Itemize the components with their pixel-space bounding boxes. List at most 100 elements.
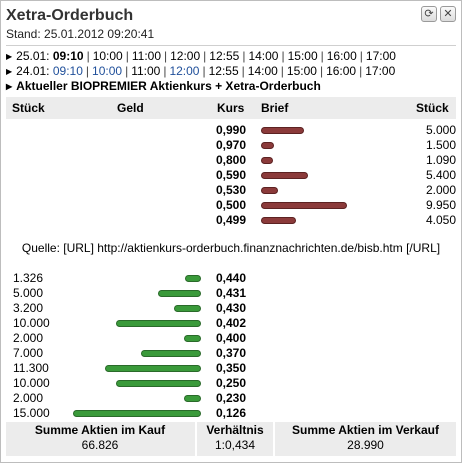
ask-kurs: 0,970 <box>215 138 246 152</box>
widget-title: Xetra-Orderbuch <box>6 7 134 24</box>
bid-kurs: 0,370 <box>215 346 246 360</box>
triangle-right-icon: ▶ <box>6 82 13 91</box>
ask-stueck: 2.000 <box>425 183 456 197</box>
subheading-text: Aktueller BIOPREMIER Aktienkurs + Xetra-… <box>16 79 321 93</box>
bid-kurs: 0,430 <box>215 301 246 315</box>
time-link[interactable]: 17:00 <box>365 49 396 63</box>
day-row-24-01: ▶ 24.01: 09:10 | 10:00 | 11:00 | 12:00 | 12:55 | 14… <box>6 64 456 78</box>
ask-stueck: 5.000 <box>425 123 456 137</box>
bid-kurs: 0,350 <box>215 361 246 375</box>
time-link[interactable]: 12:55 <box>208 64 239 78</box>
header-kurs: Kurs <box>217 101 245 115</box>
bid-kurs: 0,402 <box>215 316 246 330</box>
time-separator: | <box>125 49 129 63</box>
divider <box>195 422 197 456</box>
refresh-icon[interactable]: ⟳ <box>421 6 437 22</box>
ask-stueck: 4.050 <box>425 213 456 227</box>
time-link[interactable]: 12:00 <box>169 64 200 78</box>
summary-sell: Summe Aktien im Verkauf 28.990 <box>275 422 456 452</box>
bid-volume-bar <box>185 275 201 282</box>
summary-buy-value: 66.826 <box>81 438 119 452</box>
bid-stueck: 5.000 <box>13 286 44 300</box>
bid-volume-bar <box>158 290 201 297</box>
table-header: Stück Geld Kurs Brief Stück <box>6 97 456 119</box>
ask-stueck: 5.400 <box>425 168 456 182</box>
bid-stueck: 2.000 <box>13 331 44 345</box>
bid-kurs: 0,431 <box>215 286 246 300</box>
time-link[interactable]: 14:00 <box>247 64 278 78</box>
time-link[interactable]: 12:55 <box>209 49 240 63</box>
bid-volume-bar <box>73 410 201 417</box>
time-link[interactable]: 11:00 <box>131 64 161 78</box>
ask-stueck: 1.090 <box>425 153 456 167</box>
time-separator: | <box>86 49 90 63</box>
time-link[interactable]: 10:00 <box>92 64 123 78</box>
divider <box>273 422 275 456</box>
summary-bar: Summe Aktien im Kauf 66.826 Verhältnis 1… <box>6 422 456 456</box>
bid-stueck: 2.000 <box>13 391 44 405</box>
ask-volume-bar <box>261 172 308 179</box>
header-stueck-sell: Stück <box>416 101 449 115</box>
ask-volume-bar <box>261 217 296 224</box>
time-separator: | <box>319 64 324 78</box>
time-link[interactable]: 14:00 <box>248 49 279 63</box>
bid-volume-bar <box>184 395 201 402</box>
close-icon[interactable]: ✕ <box>440 6 456 22</box>
time-separator: | <box>163 64 167 78</box>
time-separator: | <box>281 49 285 63</box>
bid-volume-bar <box>116 320 201 327</box>
ask-volume-bar <box>261 202 347 209</box>
bid-kurs: 0,230 <box>215 391 246 405</box>
bid-stueck: 10.000 <box>13 376 50 390</box>
time-separator: | <box>164 49 168 63</box>
ask-kurs: 0,990 <box>215 123 246 137</box>
ask-volume-bar <box>261 157 273 164</box>
triangle-right-icon[interactable]: ▶ <box>6 67 13 76</box>
time-link[interactable]: 15:00 <box>286 64 317 78</box>
timestamp: Stand: 25.01.2012 09:20:41 <box>6 27 155 41</box>
triangle-right-icon[interactable]: ▶ <box>6 52 13 61</box>
time-separator: | <box>359 64 363 78</box>
time-link[interactable]: 16:00 <box>326 49 357 63</box>
bid-kurs: 0,126 <box>215 406 246 420</box>
summary-sell-label: Summe Aktien im Verkauf <box>292 423 439 437</box>
time-separator: | <box>359 49 363 63</box>
time-separator: | <box>203 49 207 63</box>
time-separator: | <box>241 64 245 78</box>
ask-kurs: 0,590 <box>215 168 246 182</box>
time-link[interactable]: 09:10 <box>52 49 84 63</box>
ask-volume-bar <box>261 127 304 134</box>
bid-volume-bar <box>116 380 201 387</box>
orderbook-subheading[interactable]: ▶ Aktueller BIOPREMIER Aktienkurs + Xetra… <box>6 79 321 93</box>
bid-stueck: 3.200 <box>13 301 44 315</box>
window-buttons: ⟳ ✕ <box>421 6 456 22</box>
bid-kurs: 0,250 <box>215 376 246 390</box>
ask-kurs: 0,800 <box>215 153 246 167</box>
summary-ratio-value: 1:0,434 <box>214 438 256 452</box>
time-link[interactable]: 16:00 <box>326 64 357 78</box>
time-separator: | <box>320 49 324 63</box>
day-date: 25.01: <box>16 49 50 63</box>
time-link[interactable]: 15:00 <box>287 49 318 63</box>
bid-stueck: 1.326 <box>13 271 44 285</box>
time-separator: | <box>242 49 246 63</box>
time-separator: | <box>280 64 284 78</box>
time-link[interactable]: 11:00 <box>131 49 161 63</box>
time-link[interactable]: 09:10 <box>52 64 83 78</box>
header-brief: Brief <box>261 101 289 115</box>
ask-stueck: 9.950 <box>425 198 456 212</box>
time-link[interactable]: 10:00 <box>92 49 123 63</box>
time-link[interactable]: 17:00 <box>365 64 396 78</box>
time-link[interactable]: 12:00 <box>170 49 201 63</box>
bid-volume-bar <box>184 335 201 342</box>
bid-stueck: 10.000 <box>13 316 50 330</box>
header-geld: Geld <box>117 101 144 115</box>
divider <box>6 45 456 46</box>
bid-stueck: 7.000 <box>13 346 44 360</box>
ask-volume-bar <box>261 142 274 149</box>
bid-stueck: 11.300 <box>13 361 49 375</box>
time-separator: | <box>85 64 90 78</box>
ask-volume-bar <box>261 187 278 194</box>
bid-volume-bar <box>174 305 201 312</box>
